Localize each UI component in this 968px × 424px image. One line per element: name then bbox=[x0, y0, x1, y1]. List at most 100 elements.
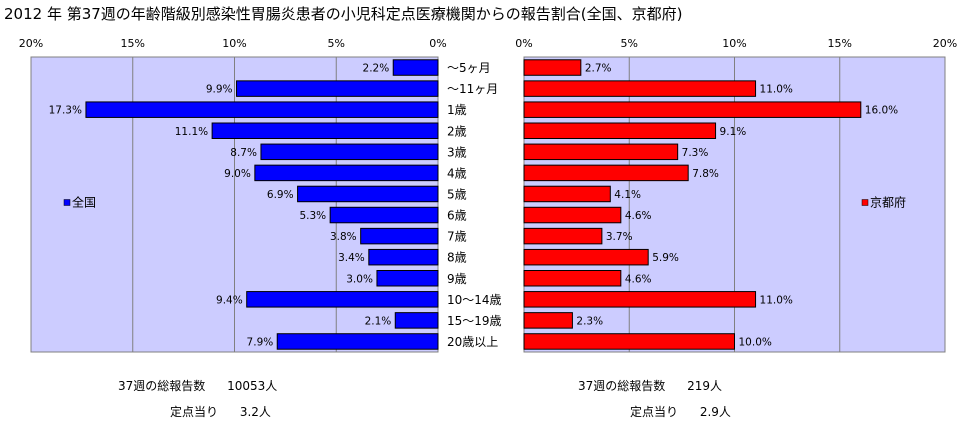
national-tick-label: 5% bbox=[328, 37, 345, 50]
kyoto-tick-label: 20% bbox=[933, 37, 957, 50]
national-total-label: 37週の総報告数 bbox=[118, 379, 206, 393]
national-data-label: 3.4% bbox=[338, 252, 365, 264]
category-label: 2歳 bbox=[447, 124, 467, 138]
national-data-label: 6.9% bbox=[267, 189, 294, 201]
kyoto-tick-label: 5% bbox=[621, 37, 638, 50]
category-label: 4歳 bbox=[447, 166, 467, 180]
kyoto-bar bbox=[523, 227, 603, 245]
kyoto-data-label: 2.3% bbox=[576, 315, 603, 327]
national-bar bbox=[211, 122, 439, 139]
national-tick-label: 0% bbox=[429, 37, 446, 50]
kyoto-bar bbox=[523, 312, 573, 329]
national-legend-swatch bbox=[63, 199, 71, 206]
kyoto-legend-swatch bbox=[861, 199, 869, 206]
national-data-label: 9.9% bbox=[206, 84, 233, 96]
national-bar bbox=[394, 312, 439, 329]
national-bar bbox=[376, 270, 439, 287]
kyoto-data-label: 3.7% bbox=[606, 231, 633, 243]
category-label: 10～14歳 bbox=[447, 293, 502, 307]
category-label: 5歳 bbox=[447, 187, 467, 201]
category-label: 20歳以上 bbox=[447, 335, 498, 349]
national-data-label: 17.3% bbox=[49, 105, 82, 117]
kyoto-bar bbox=[523, 143, 679, 161]
national-legend-label: 全国 bbox=[72, 195, 96, 210]
kyoto-per-row: 定点当り 2.9人 bbox=[630, 403, 731, 420]
kyoto-data-label: 4.6% bbox=[625, 210, 652, 222]
national-data-label: 2.1% bbox=[365, 315, 392, 327]
national-per-row: 定点当り 3.2人 bbox=[170, 403, 271, 420]
national-bar bbox=[85, 101, 439, 118]
left-plot-national: 0% 5% 10% 15% 20% 2.2% 9.9% 17.3% 11.1% 8.7% 9.0% 6… bbox=[19, 37, 447, 353]
category-labels: ～5ヶ月 ～11ヶ月 1歳 2歳 3歳 4歳 5歳 6歳 7歳 8歳 9歳 10～14歳 15～19歳 2… bbox=[447, 61, 502, 349]
kyoto-data-label: 4.6% bbox=[625, 273, 652, 285]
national-total-value: 10053人 bbox=[227, 379, 278, 393]
kyoto-data-label: 16.0% bbox=[865, 105, 898, 117]
national-bar bbox=[246, 291, 439, 308]
national-tick-label: 10% bbox=[222, 37, 246, 50]
national-data-label: 9.4% bbox=[216, 294, 243, 306]
kyoto-data-label: 11.0% bbox=[760, 294, 793, 306]
kyoto-data-label: 9.1% bbox=[720, 126, 747, 138]
kyoto-bar bbox=[523, 248, 649, 266]
kyoto-per-label: 定点当り bbox=[630, 405, 679, 419]
category-label: 3歳 bbox=[447, 145, 467, 159]
national-data-label: 11.1% bbox=[175, 126, 208, 138]
kyoto-bar bbox=[523, 185, 611, 203]
kyoto-bar bbox=[523, 206, 622, 224]
kyoto-bar bbox=[523, 333, 735, 350]
kyoto-data-label: 10.0% bbox=[739, 336, 772, 348]
kyoto-data-label: 11.0% bbox=[760, 84, 793, 96]
national-data-label: 3.0% bbox=[346, 273, 373, 285]
kyoto-total-row: 37週の総報告数 219人 bbox=[578, 377, 722, 394]
national-per-label: 定点当り bbox=[170, 405, 219, 419]
category-label: 1歳 bbox=[447, 103, 467, 117]
national-bar bbox=[360, 227, 439, 245]
national-data-label: 7.9% bbox=[247, 336, 274, 348]
kyoto-data-label: 7.3% bbox=[682, 147, 709, 159]
kyoto-bar bbox=[523, 164, 689, 182]
kyoto-total-label: 37週の総報告数 bbox=[578, 379, 666, 393]
kyoto-bar bbox=[523, 291, 757, 308]
category-label: 6歳 bbox=[447, 209, 467, 223]
national-bar bbox=[392, 59, 439, 76]
national-bar bbox=[276, 333, 439, 350]
national-data-label: 9.0% bbox=[224, 168, 251, 180]
category-label: 8歳 bbox=[447, 251, 467, 265]
kyoto-bar bbox=[523, 101, 862, 118]
national-tick-label: 15% bbox=[121, 37, 145, 50]
kyoto-data-label: 2.7% bbox=[585, 63, 612, 75]
national-data-label: 2.2% bbox=[363, 63, 390, 75]
national-data-label: 3.8% bbox=[330, 231, 357, 243]
category-label: 15～19歳 bbox=[447, 314, 502, 328]
right-plot-kyoto: 0% 5% 10% 15% 20% 2.7% 11.0% 16.0% 9.1% 7.3% 7.8% 4… bbox=[515, 37, 957, 353]
national-tick-label: 20% bbox=[19, 37, 43, 50]
kyoto-data-label: 5.9% bbox=[652, 252, 679, 264]
kyoto-bar bbox=[523, 270, 622, 287]
kyoto-data-label: 7.8% bbox=[692, 168, 719, 180]
national-data-label: 5.3% bbox=[299, 210, 326, 222]
kyoto-per-value: 2.9人 bbox=[699, 405, 731, 419]
category-label: ～5ヶ月 bbox=[447, 61, 491, 75]
national-bar bbox=[236, 80, 439, 97]
national-total-row: 37週の総報告数 10053人 bbox=[118, 377, 277, 394]
national-bar bbox=[254, 164, 439, 182]
kyoto-tick-label: 0% bbox=[515, 37, 532, 50]
national-bar bbox=[260, 143, 439, 161]
kyoto-total-value: 219人 bbox=[687, 379, 723, 393]
kyoto-data-label: 4.1% bbox=[614, 189, 641, 201]
national-bar bbox=[368, 248, 439, 266]
national-bar bbox=[297, 185, 439, 203]
national-per-value: 3.2人 bbox=[239, 405, 271, 419]
kyoto-legend-label: 京都府 bbox=[870, 195, 906, 210]
kyoto-bar bbox=[523, 122, 717, 139]
kyoto-bar bbox=[523, 80, 757, 97]
category-label: ～11ヶ月 bbox=[447, 82, 498, 96]
chart-title: 2012 年 第37週の年齢階級別感染性胃腸炎患者の小児科定点医療機関からの報告… bbox=[4, 5, 683, 23]
category-label: 9歳 bbox=[447, 272, 467, 286]
kyoto-tick-label: 15% bbox=[828, 37, 852, 50]
national-data-label: 8.7% bbox=[230, 147, 257, 159]
category-label: 7歳 bbox=[447, 230, 467, 244]
kyoto-bar bbox=[523, 59, 582, 76]
